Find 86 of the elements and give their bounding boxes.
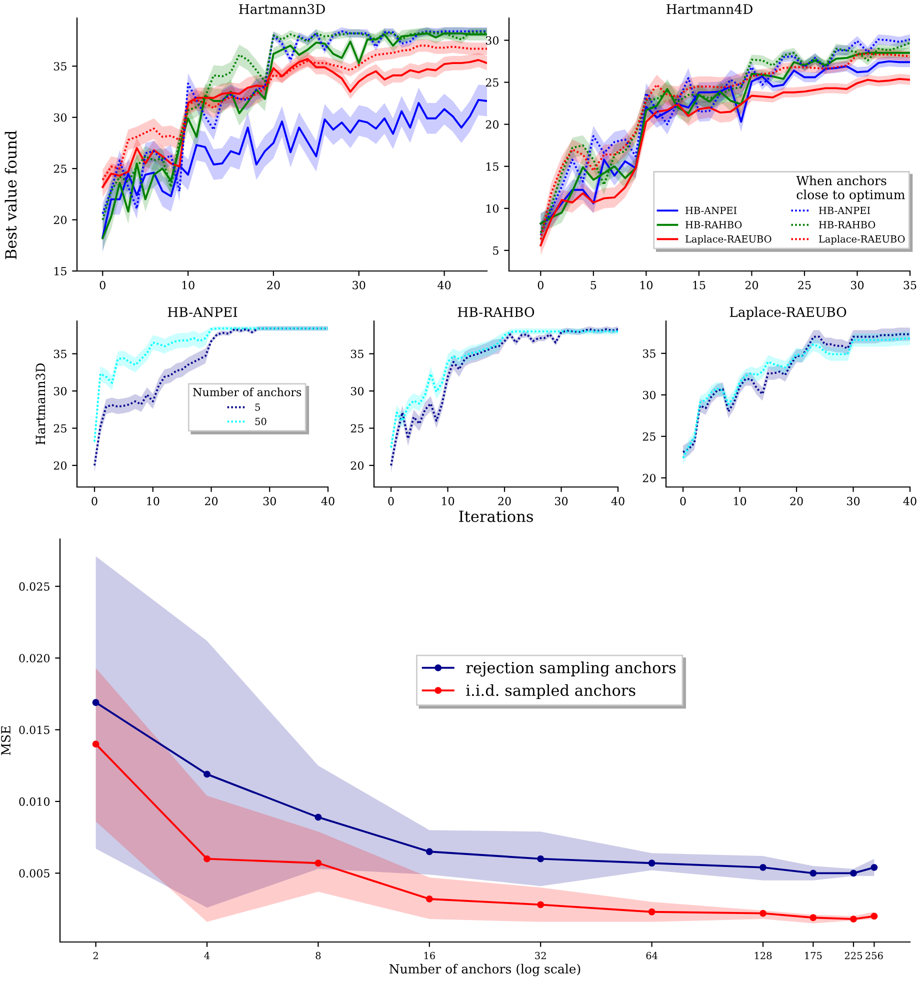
x-tick-label: 40 [321,496,334,506]
y-tick-label: 10 [486,204,499,213]
legend-title: Number of anchors [193,388,302,396]
x-tick-label: 0 [388,496,394,506]
legend-label: rejection sampling anchors [466,662,676,677]
x-tick-label: 0 [100,280,106,290]
y-tick-label: 20 [642,474,656,482]
x-tick-label: 10 [442,496,454,506]
x-tick-label: 175 [805,952,822,960]
x-tick-label: 256 [866,952,883,960]
x-tick-label: 40 [438,280,451,290]
x-tick-label: 64 [646,952,658,960]
x-tick-label: 20 [790,496,803,506]
chart-title: HB-ANPEI [168,307,238,318]
x-tick-label: 10 [147,496,160,506]
y-tick-label: 25 [54,164,66,173]
y-tick-label: 15 [486,162,498,171]
y-tick-label: 0.005 [19,869,50,878]
x-axis-title: Number of anchors (log scale) [389,964,580,976]
y-tick-label: 25 [54,424,66,433]
x-tick-label: 15 [693,280,706,290]
x-axis-title: Iterations [459,510,533,522]
y-tick-label: 0.010 [19,797,50,806]
x-tick-label: 5 [590,281,596,290]
x-tick-label: 16 [424,952,435,960]
y-tick-label: 0.015 [19,726,50,734]
x-tick-label: 20 [204,496,218,506]
x-tick-label: 30 [851,280,864,290]
x-tick-label: 25 [798,280,811,290]
chart-title: Laplace-RAEUBO [730,306,846,320]
y-tick-label: 30 [350,386,364,396]
x-tick-label: 20 [745,280,758,290]
y-tick-label: 35 [350,350,364,358]
x-tick-label: 0 [92,496,98,506]
legend-label: 50 [255,418,266,426]
x-tick-label: 128 [754,952,772,960]
x-tick-label: 40 [611,496,624,506]
y-tick-label: 0.020 [19,654,50,662]
legend-label: 5 [255,404,260,411]
x-tick-label: 10 [182,280,194,290]
x-tick-label: 4 [204,952,210,960]
legend-label: Laplace-RAEUBO [819,235,905,245]
y-tick-label: 20 [486,120,499,129]
chart-title: Hartmann3D [239,4,325,14]
x-tick-label: 0 [538,280,544,290]
y-tick-label: 20 [350,461,364,470]
y-axis-title: Best value found [4,130,17,260]
chart-title: Hartmann4D [666,4,752,14]
x-tick-label: 2 [93,952,98,960]
y-tick-label: 35 [54,350,66,358]
x-tick-label: 40 [903,496,916,506]
legend-label: HB-RAHBO [819,221,876,228]
y-tick-label: 30 [54,113,67,122]
y-tick-label: 25 [642,432,656,441]
y-tick-label: 30 [486,36,499,45]
x-tick-label: 8 [316,952,321,960]
legend-label: Laplace-RAEUBO [686,235,772,245]
x-tick-label: 30 [263,496,276,506]
x-tick-label: 32 [535,952,546,960]
y-tick-label: 0.025 [19,582,50,591]
x-tick-label: 30 [555,496,568,506]
x-tick-label: 20 [267,280,280,290]
y-tick-label: 5 [493,246,498,255]
legend-title: When anchors close to optimum [796,176,905,202]
x-tick-label: 20 [498,496,511,506]
y-tick-label: 30 [642,390,656,400]
y-tick-label: 25 [486,78,498,87]
y-tick-label: 35 [54,62,66,71]
x-tick-label: 35 [904,280,916,290]
x-tick-label: 225 [844,952,862,960]
y-tick-label: 20 [54,216,67,224]
y-axis-title: MSE [1,726,10,756]
x-tick-label: 30 [847,496,860,506]
y-tick-label: 30 [54,386,67,396]
legend-label: i.i.d. sampled anchors [466,684,636,699]
x-tick-label: 0 [680,496,686,506]
legend-label: HB-ANPEI [819,206,870,214]
legend-label: HB-RAHBO [686,221,742,228]
y-tick-label: 35 [642,349,656,358]
y-tick-label: 20 [54,461,67,470]
y-axis-title: Hartmann3D [36,363,46,445]
chart-title: HB-RAHBO [458,307,534,318]
y-tick-label: 25 [350,424,364,433]
x-tick-label: 10 [734,496,746,506]
legend-label: HB-ANPEI [686,206,737,214]
y-tick-label: 15 [54,266,66,276]
